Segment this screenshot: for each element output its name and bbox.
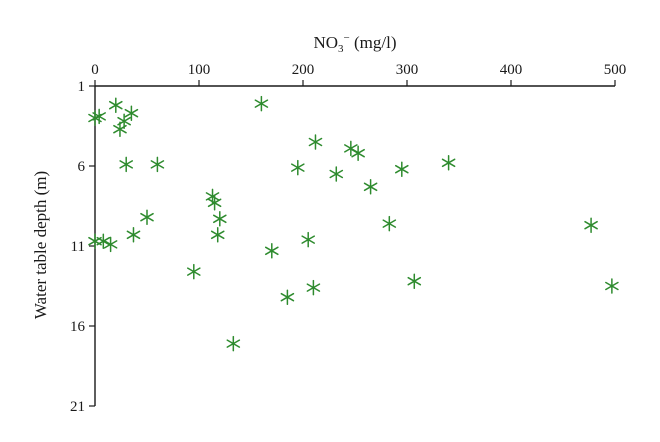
data-point [126, 227, 141, 243]
data-point [119, 156, 134, 173]
svg-text:NO3− (mg/l): NO3− (mg/l) [313, 32, 396, 55]
x-tick-label: 400 [500, 62, 523, 78]
data-point [344, 140, 358, 157]
data-point [254, 95, 269, 112]
y-axis-title: Water table depth (m) [31, 171, 50, 319]
x-axis-ticks: 0 100 200 300 400 500 [91, 62, 626, 86]
data-point [103, 236, 118, 253]
x-tick-label: 100 [188, 62, 211, 78]
data-point [363, 179, 378, 195]
y-tick-label: 21 [70, 399, 85, 415]
x-axis-title-subscript: 3 [338, 43, 344, 55]
data-point [605, 278, 619, 294]
data-point [226, 335, 241, 352]
data-point [124, 105, 139, 121]
x-tick-label: 0 [91, 62, 99, 78]
data-point [441, 155, 456, 171]
data-point [394, 161, 409, 177]
data-point [351, 145, 365, 161]
x-axis-title-unit: (mg/l) [350, 33, 397, 52]
data-point [96, 233, 111, 249]
data-points [88, 95, 619, 352]
data-point [382, 215, 397, 232]
x-tick-label: 200 [292, 62, 315, 78]
x-axis-title-superscript: − [344, 32, 350, 44]
y-tick-label: 11 [71, 239, 85, 255]
data-point [407, 273, 422, 289]
data-point [264, 243, 279, 259]
data-point [212, 211, 227, 227]
data-point [207, 195, 222, 211]
x-tick-label: 300 [396, 62, 419, 78]
data-point [584, 217, 598, 233]
y-tick-label: 16 [70, 319, 86, 335]
data-point [92, 108, 106, 125]
y-tick-label: 6 [78, 159, 86, 175]
x-axis-title-base: NO [313, 33, 338, 52]
data-point [210, 227, 225, 243]
data-point [113, 121, 127, 137]
x-tick-label: 500 [604, 62, 627, 78]
data-point [150, 156, 165, 173]
data-point [308, 134, 323, 150]
data-point [290, 159, 305, 176]
data-point [186, 263, 201, 280]
data-point [108, 97, 123, 113]
data-point [301, 231, 316, 248]
data-point [140, 209, 154, 225]
data-point [329, 166, 344, 182]
data-point [306, 279, 321, 296]
x-axis-title: NO3− (mg/l) [313, 32, 396, 55]
data-point [280, 289, 295, 305]
y-tick-label: 1 [78, 79, 86, 95]
